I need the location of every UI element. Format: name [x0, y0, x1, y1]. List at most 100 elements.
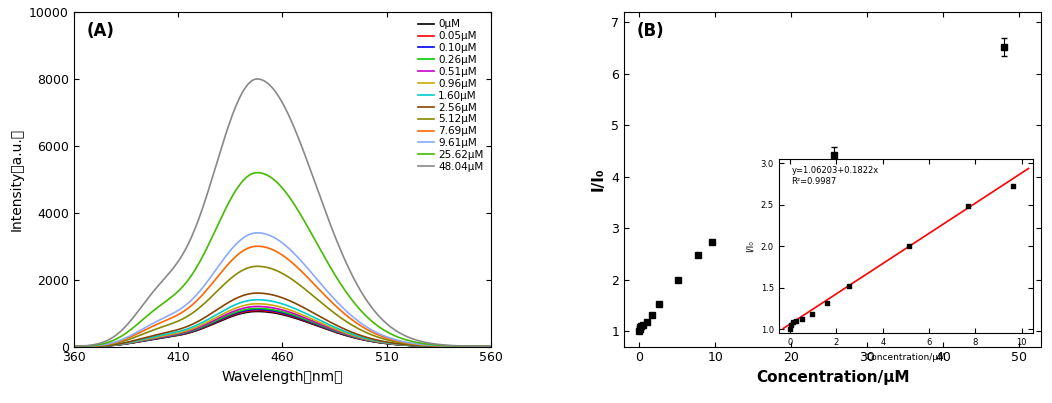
- 48.04μM: [294, 140, 306, 145]
- 0.51μM: [317, 323, 329, 328]
- 0.05μM: [269, 310, 282, 314]
- 0.05μM: [410, 343, 423, 348]
- 48.04μM: [317, 202, 329, 206]
- Text: (B): (B): [636, 22, 665, 40]
- 5.12μM: [476, 344, 488, 349]
- 0.10μM: [269, 309, 282, 314]
- 0.26μM: [476, 344, 488, 349]
- 0.96μM: [251, 301, 264, 306]
- 9.61μM: [485, 344, 498, 349]
- 0.51μM: [266, 305, 279, 310]
- 0.10μM: [317, 324, 329, 329]
- 2.56μM: [251, 291, 264, 295]
- 0.26μM: [410, 343, 423, 348]
- 0μM: [410, 343, 423, 348]
- 0.05μM: [251, 308, 264, 313]
- 9.61μM: [266, 234, 279, 239]
- 5.12μM: [269, 268, 282, 272]
- 2.56μM: [485, 344, 498, 349]
- 0.05μM: [476, 344, 488, 349]
- 0.51μM: [294, 314, 306, 318]
- 0.96μM: [485, 344, 498, 349]
- Text: (A): (A): [86, 22, 114, 40]
- 0.96μM: [410, 343, 423, 348]
- 2.56μM: [269, 293, 282, 298]
- 1.60μM: [266, 299, 279, 304]
- 0.51μM: [251, 304, 264, 309]
- 0.26μM: [269, 308, 282, 313]
- 25.62μM: [485, 344, 498, 349]
- Line: 9.61μM: 9.61μM: [74, 233, 491, 347]
- 0.26μM: [485, 344, 498, 349]
- 0.96μM: [317, 321, 329, 326]
- 25.62μM: [251, 170, 264, 175]
- 5.12μM: [410, 342, 423, 347]
- 25.62μM: [266, 176, 279, 181]
- 2.56μM: [67, 344, 80, 349]
- X-axis label: Concentration/μM: Concentration/μM: [756, 370, 910, 385]
- 0.10μM: [266, 308, 279, 313]
- Line: 0.51μM: 0.51μM: [74, 306, 491, 347]
- 2.56μM: [317, 316, 329, 320]
- 7.69μM: [269, 248, 282, 253]
- Line: 0.96μM: 0.96μM: [74, 304, 491, 347]
- 0.10μM: [485, 344, 498, 349]
- 0μM: [67, 344, 80, 349]
- 48.04μM: [410, 338, 423, 343]
- 9.61μM: [317, 284, 329, 289]
- 0μM: [476, 344, 488, 349]
- Legend: 0μM, 0.05μM, 0.10μM, 0.26μM, 0.51μM, 0.96μM, 1.60μM, 2.56μM, 5.12μM, 7.69μM, 9.6: 0μM, 0.05μM, 0.10μM, 0.26μM, 0.51μM, 0.9…: [417, 17, 486, 174]
- 1.60μM: [269, 299, 282, 304]
- 0.26μM: [294, 315, 306, 320]
- 25.62μM: [317, 251, 329, 256]
- 7.69μM: [266, 247, 279, 252]
- 0.10μM: [476, 344, 488, 349]
- 7.69μM: [410, 342, 423, 347]
- 5.12μM: [294, 283, 306, 288]
- Line: 5.12μM: 5.12μM: [74, 266, 491, 347]
- Line: 48.04μM: 48.04μM: [74, 79, 491, 347]
- 1.60μM: [476, 344, 488, 349]
- Line: 2.56μM: 2.56μM: [74, 293, 491, 347]
- 1.60μM: [410, 343, 423, 348]
- 25.62μM: [67, 344, 80, 349]
- 0.51μM: [410, 343, 423, 348]
- 0.26μM: [266, 307, 279, 312]
- 0.10μM: [251, 307, 264, 312]
- Line: 0μM: 0μM: [74, 312, 491, 347]
- 0.96μM: [269, 303, 282, 308]
- 9.61μM: [410, 341, 423, 346]
- 2.56μM: [266, 293, 279, 297]
- 2.56μM: [410, 343, 423, 348]
- 0.26μM: [251, 306, 264, 311]
- 25.62μM: [410, 340, 423, 345]
- 0.10μM: [410, 343, 423, 348]
- 9.61μM: [67, 344, 80, 349]
- 0.51μM: [67, 344, 80, 349]
- 0μM: [266, 310, 279, 315]
- Line: 0.10μM: 0.10μM: [74, 310, 491, 347]
- 0.05μM: [266, 309, 279, 314]
- 7.69μM: [67, 344, 80, 349]
- 48.04μM: [485, 344, 498, 349]
- 0μM: [317, 326, 329, 330]
- 48.04μM: [251, 77, 264, 81]
- 25.62μM: [294, 212, 306, 216]
- Y-axis label: Intensity（a.u.）: Intensity（a.u.）: [9, 128, 23, 231]
- 1.60μM: [317, 319, 329, 324]
- 0.26μM: [317, 324, 329, 329]
- 0.96μM: [67, 344, 80, 349]
- Line: 1.60μM: 1.60μM: [74, 300, 491, 347]
- 2.56μM: [294, 303, 306, 308]
- Line: 25.62μM: 25.62μM: [74, 172, 491, 347]
- 7.69μM: [251, 244, 264, 249]
- 2.56μM: [476, 344, 488, 349]
- Line: 7.69μM: 7.69μM: [74, 246, 491, 347]
- 5.12μM: [67, 344, 80, 349]
- 0.10μM: [294, 316, 306, 321]
- 0.05μM: [67, 344, 80, 349]
- 0.05μM: [294, 317, 306, 322]
- 0.05μM: [317, 325, 329, 330]
- 1.60μM: [251, 297, 264, 302]
- 0.96μM: [476, 344, 488, 349]
